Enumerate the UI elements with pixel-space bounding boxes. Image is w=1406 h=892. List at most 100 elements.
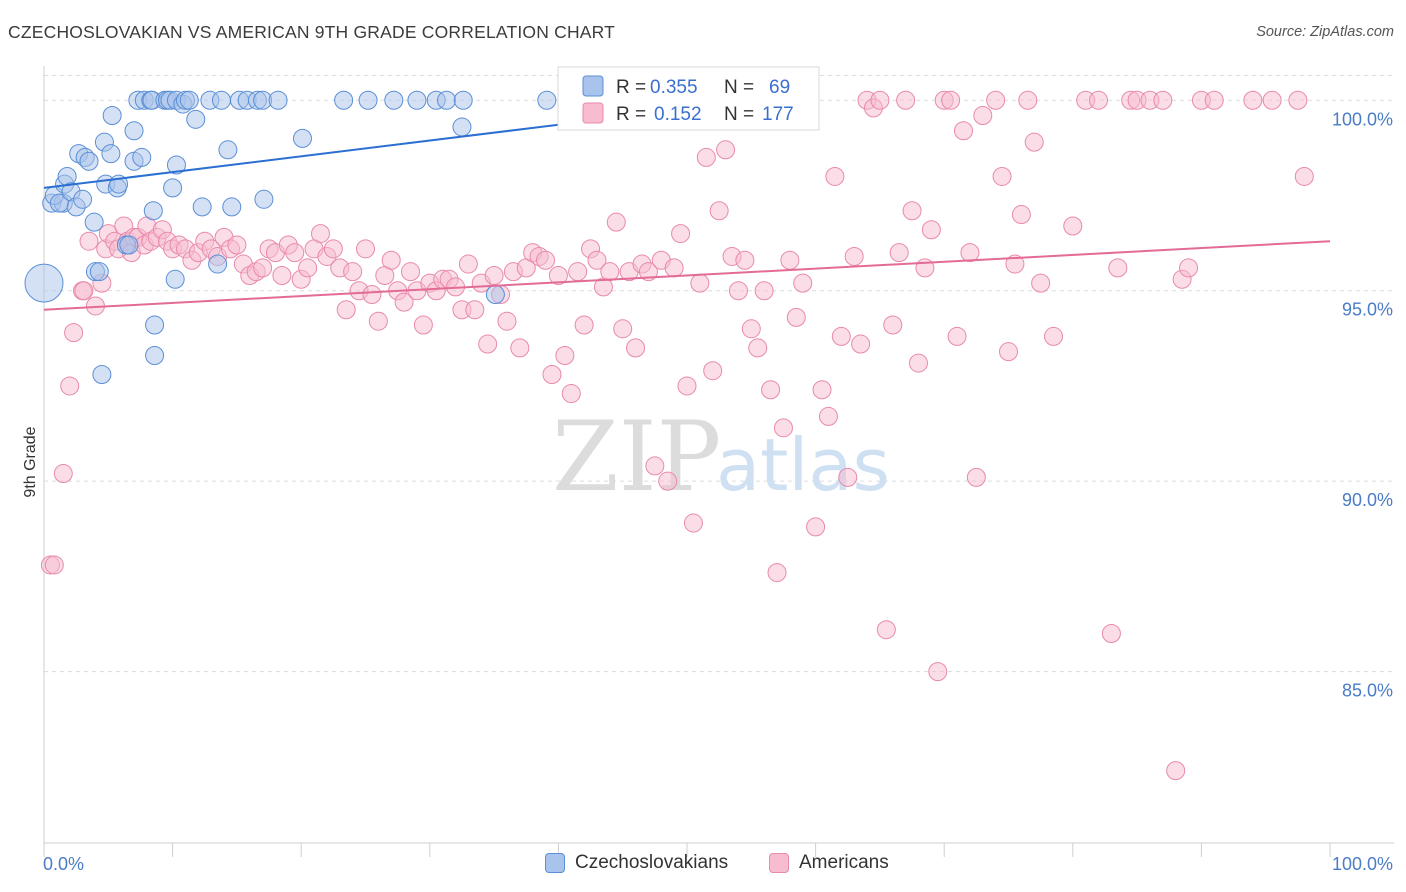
- american-point: [368, 311, 388, 331]
- american-point: [574, 315, 594, 335]
- american-point: [999, 342, 1018, 362]
- american-point: [74, 281, 94, 301]
- american-point: [44, 555, 64, 575]
- american-point: [921, 220, 941, 240]
- american-point: [986, 90, 1006, 110]
- american-point: [401, 262, 421, 282]
- czech-point: [24, 263, 64, 303]
- y-tick-label: 95.0%: [1342, 300, 1393, 320]
- bottom-legend-czech[interactable]: Czechoslovakians: [545, 852, 728, 874]
- czech-point: [166, 155, 186, 175]
- american-point: [761, 380, 781, 400]
- american-point: [1204, 90, 1224, 110]
- american-point: [227, 235, 247, 255]
- american-point: [253, 258, 273, 278]
- american-point: [1063, 216, 1083, 236]
- czech-point: [358, 90, 378, 110]
- american-swatch: [769, 853, 789, 873]
- american-point: [870, 90, 890, 110]
- czech-points: [24, 90, 557, 385]
- american-point: [767, 563, 787, 583]
- american-point: [793, 273, 813, 293]
- american-point: [626, 338, 646, 358]
- czech-point: [145, 345, 165, 365]
- american-point: [703, 361, 723, 381]
- czech-point: [165, 269, 185, 289]
- czech-point: [218, 140, 238, 160]
- czech-point: [145, 315, 165, 335]
- czech-point: [192, 197, 212, 217]
- czech-point: [143, 201, 163, 221]
- american-point: [1011, 205, 1031, 225]
- american-point: [381, 250, 401, 270]
- american-point: [645, 456, 665, 476]
- czech-point: [437, 90, 457, 110]
- czech-point: [254, 189, 274, 209]
- chart-title: CZECHOSLOVAKIAN VS AMERICAN 9TH GRADE CO…: [8, 22, 616, 42]
- american-point: [664, 258, 684, 278]
- source-label: Source: ZipAtlas.com: [1256, 24, 1394, 40]
- american-point: [716, 140, 736, 160]
- american-point: [323, 239, 343, 259]
- watermark: ZIP atlas: [552, 401, 890, 513]
- american-point: [343, 262, 363, 282]
- american-point: [613, 319, 633, 339]
- czech-point: [124, 121, 144, 141]
- czech-point: [384, 90, 404, 110]
- american-point: [568, 262, 588, 282]
- american-point: [741, 319, 761, 339]
- american-point: [64, 323, 84, 343]
- american-point: [696, 147, 716, 167]
- american-point: [677, 376, 697, 396]
- american-point: [1179, 258, 1199, 278]
- x-tick-label-left: 0.0%: [43, 854, 84, 874]
- czech-point: [84, 212, 104, 232]
- watermark-atlas: atlas: [716, 423, 890, 507]
- american-point: [536, 250, 556, 270]
- american-point: [671, 224, 691, 244]
- american-point: [60, 376, 80, 396]
- y-axis-title: 9th Grade: [22, 426, 39, 497]
- american-point: [844, 246, 864, 266]
- american-point: [690, 273, 710, 293]
- legend-american-r-value: 0.152: [654, 104, 702, 125]
- legend-czech-r-value: 0.355: [650, 77, 698, 98]
- czech-point: [79, 151, 99, 171]
- american-point: [709, 201, 729, 221]
- american-point: [555, 345, 575, 365]
- american-point: [510, 338, 530, 358]
- american-point: [1166, 761, 1186, 781]
- american-point: [1044, 326, 1064, 346]
- bottom-legend-american-label: Americans: [799, 852, 889, 873]
- american-point: [973, 106, 993, 126]
- american-point: [812, 380, 832, 400]
- american-point: [484, 265, 504, 285]
- czech-point: [222, 197, 242, 217]
- czech-point: [485, 285, 505, 305]
- american-trend-line: [43, 240, 1331, 311]
- american-point: [1153, 90, 1173, 110]
- american-point: [79, 231, 99, 251]
- czech-point: [211, 90, 231, 110]
- american-point: [786, 307, 806, 327]
- american-point: [941, 90, 961, 110]
- american-point: [1031, 273, 1051, 293]
- american-point: [851, 334, 871, 354]
- american-point: [889, 243, 909, 263]
- american-point: [1288, 90, 1308, 110]
- bottom-legend-american[interactable]: Americans: [769, 852, 889, 874]
- american-point: [953, 121, 973, 141]
- american-point: [548, 265, 568, 285]
- american-point: [1262, 90, 1282, 110]
- bottom-legend-czech-label: Czechoslovakians: [575, 852, 729, 873]
- legend-czech-r-label: R =: [616, 77, 646, 98]
- legend-czech-n-value: 69: [769, 77, 790, 98]
- american-point: [902, 201, 922, 221]
- czech-point: [92, 365, 112, 385]
- american-point: [1089, 90, 1109, 110]
- american-point: [966, 467, 986, 487]
- czech-point: [452, 117, 472, 137]
- american-point: [825, 166, 845, 186]
- czech-point: [119, 235, 139, 255]
- czech-swatch: [545, 853, 565, 873]
